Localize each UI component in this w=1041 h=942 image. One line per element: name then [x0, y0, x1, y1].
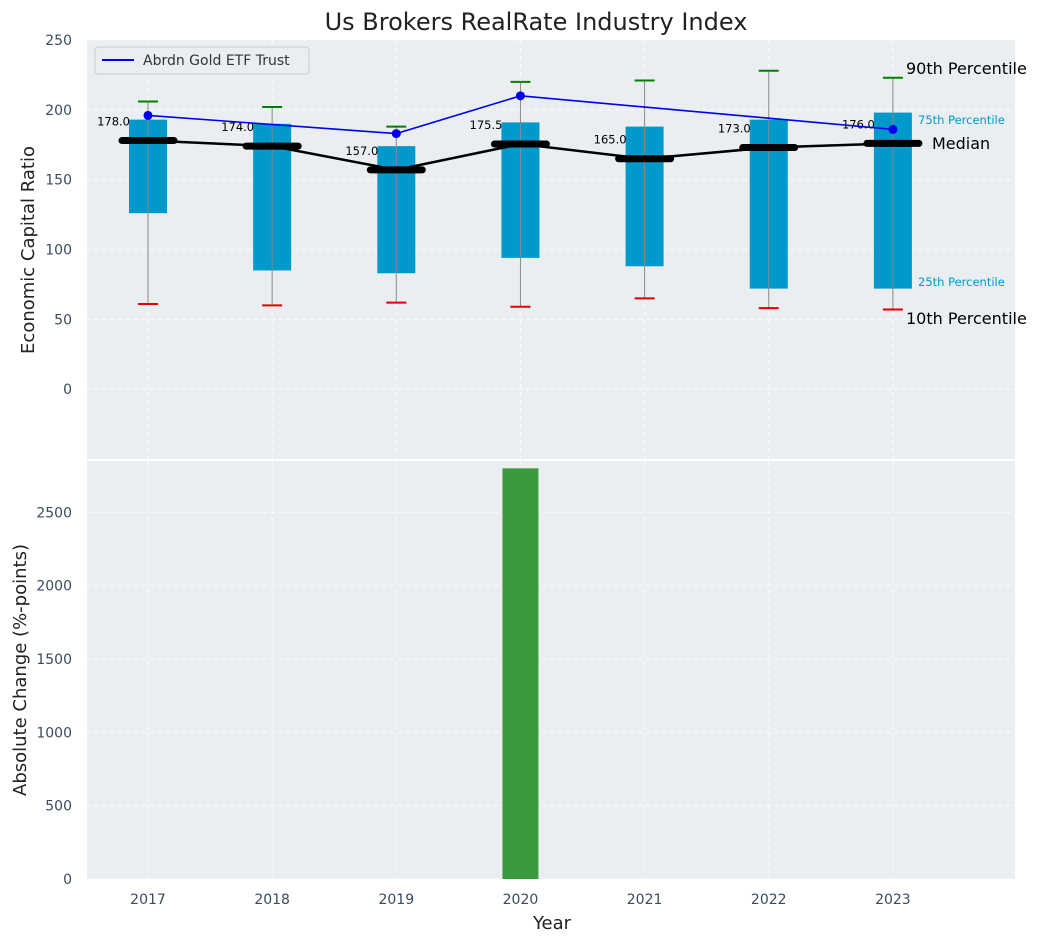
x-tick-label: 2022	[751, 892, 787, 908]
median-value-label: 178.0	[97, 115, 130, 129]
overlay-layer: 178.0 174.0 157.0 175.5 165.0 173.0 176.0	[97, 91, 923, 174]
bottom-y-tick-label: 500	[45, 799, 72, 815]
median-value-label: 173.0	[718, 122, 751, 136]
x-tick-label: 2023	[875, 892, 911, 908]
top-y-tick-label: 150	[45, 173, 72, 189]
x-tick-label: 2020	[503, 892, 539, 908]
top-y-tick-label: 250	[45, 33, 72, 49]
legend: Abrdn Gold ETF Trust	[94, 46, 310, 75]
top-y-axis-ticks: 0 50 100 150 200 250	[45, 33, 72, 398]
etf-series-line	[147, 95, 893, 135]
change-bar	[502, 468, 539, 879]
legend-box	[94, 46, 310, 75]
legend-label: Abrdn Gold ETF Trust	[143, 53, 290, 69]
median-value-label: 165.0	[594, 133, 627, 147]
top-y-tick-label: 100	[45, 243, 72, 259]
median-value-label: 174.0	[221, 120, 254, 134]
etf-series-point	[515, 91, 525, 101]
etf-series-point	[143, 110, 153, 120]
bottom-y-tick-label: 2000	[36, 579, 72, 595]
bottom-y-axis-label: Absolute Change (%-points)	[10, 544, 31, 796]
annotation-10th: 10th Percentile	[906, 309, 1027, 328]
median-value-label: 176.0	[842, 117, 875, 131]
x-tick-label: 2021	[627, 892, 663, 908]
bottom-y-axis-ticks: 0 500 1000 1500 2000 2500	[36, 505, 72, 888]
x-axis-label: Year	[532, 913, 572, 934]
x-tick-label: 2019	[378, 892, 414, 908]
top-y-tick-label: 50	[54, 312, 72, 328]
annotation-90th: 90th Percentile	[906, 59, 1027, 78]
chart-title: Us Brokers RealRate Industry Index	[325, 8, 748, 36]
x-tick-label: 2017	[130, 892, 166, 908]
bottom-y-tick-label: 1500	[36, 652, 72, 668]
annotation-25th: 25th Percentile	[918, 275, 1005, 289]
bottom-y-tick-label: 0	[63, 872, 72, 888]
median-value-label: 157.0	[345, 144, 378, 158]
x-axis-ticks: 2017 2018 2019 2020 2021 2022 2023	[130, 892, 911, 908]
etf-series-point	[888, 124, 898, 134]
annotation-75th: 75th Percentile	[918, 113, 1005, 127]
top-y-axis-label: Economic Capital Ratio	[18, 146, 39, 354]
bottom-plot-area	[87, 461, 1015, 879]
top-y-tick-label: 0	[63, 382, 72, 398]
annotation-median: Median	[932, 134, 990, 153]
median-value-label: 175.5	[470, 118, 503, 132]
bottom-y-tick-label: 2500	[36, 505, 72, 521]
etf-series-point	[391, 129, 401, 139]
bottom-y-tick-label: 1000	[36, 725, 72, 741]
x-tick-label: 2018	[254, 892, 290, 908]
top-y-tick-label: 200	[45, 103, 72, 119]
bar-layer	[502, 468, 539, 879]
